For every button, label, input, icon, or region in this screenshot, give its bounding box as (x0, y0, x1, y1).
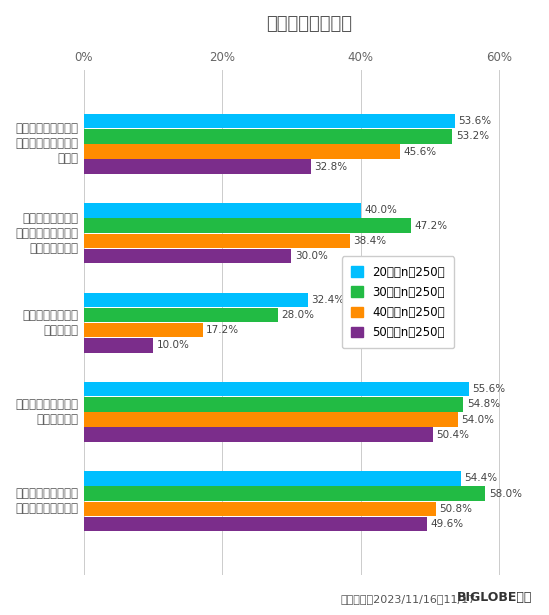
Bar (83, 114, 455, 129)
Text: 54.8%: 54.8% (467, 399, 500, 410)
Bar (83, 427, 433, 442)
Text: 53.2%: 53.2% (456, 132, 489, 141)
Bar (83, 397, 463, 411)
Text: 45.6%: 45.6% (403, 146, 436, 156)
Bar (83, 159, 311, 174)
Text: 53.6%: 53.6% (458, 116, 491, 126)
Bar (83, 249, 292, 263)
Bar (83, 218, 411, 233)
Text: 50.8%: 50.8% (439, 504, 472, 514)
Text: 54.0%: 54.0% (461, 415, 494, 424)
Text: 調査期間：2023/11/16～11/17: 調査期間：2023/11/16～11/17 (340, 594, 476, 604)
Text: 49.6%: 49.6% (431, 519, 464, 529)
Text: 47.2%: 47.2% (414, 221, 447, 231)
Bar (83, 204, 361, 218)
Bar (83, 471, 461, 486)
Bar (83, 382, 469, 396)
Text: 58.0%: 58.0% (489, 489, 522, 499)
Title: クリスマスの予定: クリスマスの予定 (266, 15, 352, 33)
Bar (83, 502, 435, 516)
Bar (83, 412, 458, 427)
Bar (83, 145, 400, 159)
Bar (83, 517, 427, 531)
Text: 30.0%: 30.0% (295, 251, 328, 261)
Text: 54.4%: 54.4% (464, 474, 497, 483)
Text: 50.4%: 50.4% (436, 430, 469, 440)
Bar (83, 323, 203, 338)
Bar (83, 486, 485, 501)
Text: 32.8%: 32.8% (315, 162, 348, 172)
Bar (83, 129, 452, 143)
Text: 55.6%: 55.6% (472, 384, 506, 394)
Bar (83, 338, 153, 352)
Text: 40.0%: 40.0% (364, 205, 397, 215)
Bar (83, 293, 308, 307)
Bar (83, 308, 278, 322)
Legend: 20代（n＝250）, 30代（n＝250）, 40代（n＝250）, 50代（n＝250）: 20代（n＝250）, 30代（n＝250）, 40代（n＝250）, 50代（… (341, 256, 455, 349)
Text: 17.2%: 17.2% (206, 325, 239, 335)
Text: 10.0%: 10.0% (156, 340, 189, 351)
Text: 32.4%: 32.4% (311, 295, 345, 305)
Text: BIGLOBE調べ: BIGLOBE調べ (457, 591, 533, 604)
Text: 28.0%: 28.0% (281, 310, 314, 320)
Text: 38.4%: 38.4% (353, 236, 386, 246)
Bar (83, 234, 350, 248)
